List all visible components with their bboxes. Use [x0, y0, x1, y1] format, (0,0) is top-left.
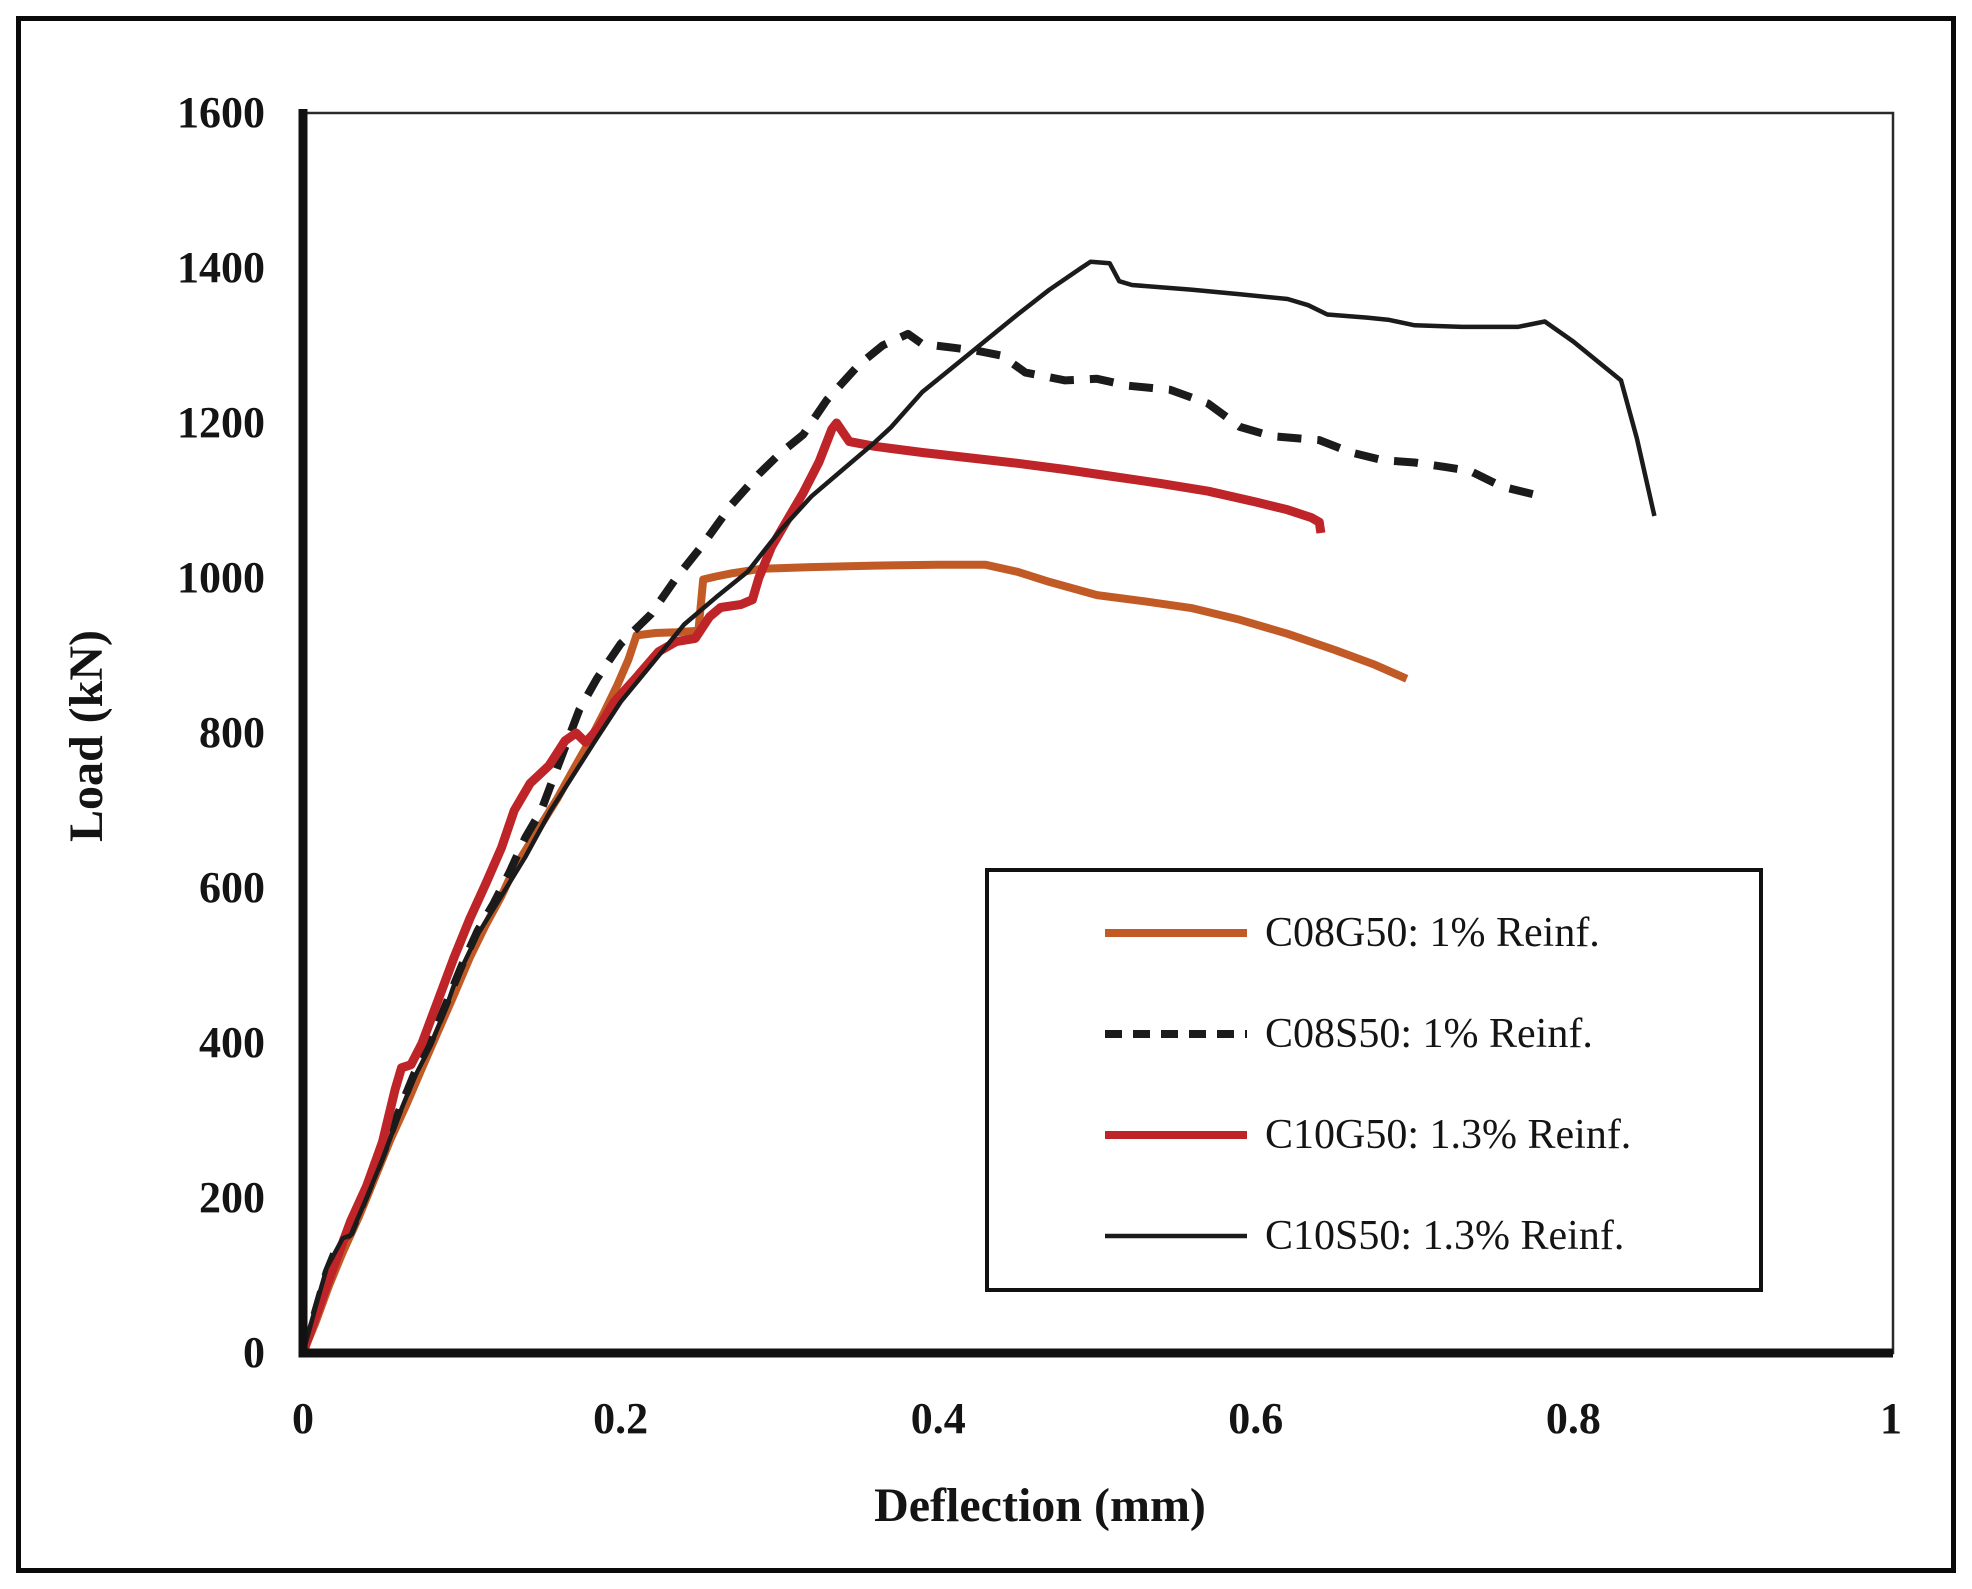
y-tick-label-1600: 1600 [177, 88, 265, 137]
series-line-C08S50 [299, 329, 1538, 1355]
x-tick-label-0.4: 0.4 [910, 1394, 966, 1443]
legend: C08G50: 1% Reinf. C08S50: 1% Reinf. C10G50… [985, 868, 1763, 1292]
x-tick-label-0.6: 0.6 [1228, 1394, 1284, 1443]
series-line-C10G50 [298, 418, 1326, 1355]
legend-label-C10G50: C10G50: 1.3% Reinf. [1265, 1111, 1632, 1158]
legend-swatch-C08G50 [1105, 928, 1247, 937]
y-tick-label-400: 400 [199, 1018, 265, 1067]
legend-label-C10S50: C10S50: 1.3% Reinf. [1265, 1212, 1625, 1259]
x-tick-label-0.2: 0.2 [593, 1394, 649, 1443]
y-tick-label-0: 0 [243, 1328, 265, 1377]
y-tick-label-1000: 1000 [177, 553, 265, 602]
x-tick-label-0.8: 0.8 [1545, 1394, 1601, 1443]
y-axis-title: Load (kN) [60, 629, 113, 843]
series-line-C10S50 [300, 259, 1657, 1354]
legend-item-C10S50: C10S50: 1.3% Reinf. [989, 1185, 1759, 1286]
x-tick-label-0: 0 [292, 1394, 314, 1443]
legend-swatch-C08S50 [1105, 1029, 1247, 1038]
legend-label-C08G50: C08G50: 1% Reinf. [1265, 909, 1600, 956]
legend-item-C10G50: C10G50: 1.3% Reinf. [989, 1084, 1759, 1185]
figure-border [16, 16, 1956, 1573]
y-tick-label-1400: 1400 [177, 243, 265, 292]
legend-item-C08S50: C08S50: 1% Reinf. [989, 983, 1759, 1084]
series-line-C08G50 [299, 560, 1409, 1355]
legend-item-C08G50: C08G50: 1% Reinf. [989, 882, 1759, 983]
y-tick-label-800: 800 [199, 708, 265, 757]
x-tick-label-1: 1 [1880, 1394, 1902, 1443]
y-tick-label-1200: 1200 [177, 398, 265, 447]
legend-label-C08S50: C08S50: 1% Reinf. [1265, 1010, 1593, 1057]
y-tick-label-600: 600 [199, 863, 265, 912]
x-axis-title: Deflection (mm) [874, 1479, 1206, 1532]
legend-swatch-C10G50 [1105, 1130, 1247, 1139]
y-tick-label-200: 200 [199, 1173, 265, 1222]
legend-swatch-C10S50 [1105, 1233, 1247, 1238]
